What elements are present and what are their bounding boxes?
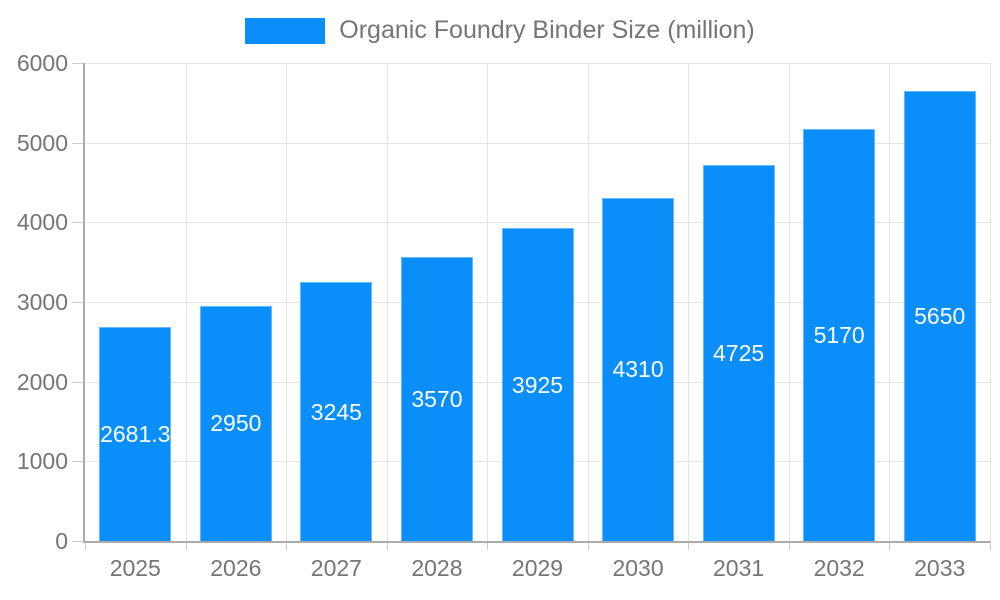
bar[interactable]: 4725	[702, 164, 775, 541]
x-axis-label: 2025	[109, 555, 161, 581]
x-axis-line	[83, 541, 990, 543]
y-axis-label: 4000	[16, 209, 68, 236]
x-axis-tick	[286, 541, 288, 550]
y-axis-tick	[72, 302, 85, 303]
x-axis-tick	[85, 541, 86, 550]
bar-value-label: 5650	[914, 302, 966, 329]
y-axis-tick	[72, 461, 85, 463]
x-axis-tick	[386, 541, 388, 550]
y-axis-label: 0	[55, 528, 68, 554]
x-axis-label: 2032	[813, 555, 865, 581]
legend-label[interactable]: Organic Foundry Binder Size (million)	[339, 16, 755, 44]
x-axis-tick	[688, 541, 690, 550]
y-axis-tick	[72, 142, 85, 144]
bar-value-label: 3245	[310, 398, 362, 425]
bar-value-label: 4725	[713, 339, 765, 366]
x-axis-tick	[889, 541, 891, 550]
x-axis-label: 2027	[310, 555, 362, 581]
bar-value-label: 4310	[612, 356, 664, 383]
y-axis-tick	[72, 63, 85, 64]
x-axis-label: 2033	[914, 555, 966, 581]
x-axis-tick	[990, 541, 991, 550]
v-gridline	[788, 63, 790, 541]
x-axis-tick	[487, 541, 489, 550]
x-axis-label: 2026	[210, 555, 262, 581]
h-gridline	[85, 222, 990, 224]
y-axis-label: 3000	[16, 289, 68, 315]
x-axis-label: 2029	[511, 555, 564, 581]
x-axis-label: 2031	[713, 555, 765, 581]
y-axis-label: 2000	[16, 368, 68, 395]
h-gridline	[85, 63, 990, 64]
x-axis-label: 2028	[411, 555, 463, 581]
bar-value-label: 2950	[210, 410, 262, 437]
y-axis-line	[83, 63, 85, 541]
v-gridline	[487, 63, 489, 541]
legend: Organic Foundry Binder Size (million)	[0, 16, 1000, 45]
bar-value-label: 3570	[411, 385, 463, 412]
bar[interactable]: 5170	[803, 129, 876, 541]
y-axis-tick	[72, 381, 85, 383]
v-gridline	[286, 63, 288, 541]
bar[interactable]: 5650	[903, 90, 976, 541]
y-axis-label: 1000	[16, 448, 68, 475]
x-axis-tick	[587, 541, 589, 550]
v-gridline	[587, 63, 589, 541]
v-gridline	[889, 63, 891, 541]
y-axis-label: 6000	[16, 50, 68, 76]
v-gridline	[990, 63, 991, 541]
y-axis-tick	[72, 541, 85, 542]
bar[interactable]: 3925	[501, 228, 574, 541]
y-axis-label: 5000	[16, 129, 68, 156]
bar[interactable]: 2681.3	[99, 327, 172, 541]
v-gridline	[185, 63, 187, 541]
bar[interactable]: 4310	[602, 197, 675, 541]
v-gridline	[688, 63, 690, 541]
h-gridline	[85, 142, 990, 144]
bar-value-label: 3925	[511, 371, 564, 398]
x-axis-tick	[185, 541, 187, 550]
bar-value-label: 5170	[813, 322, 865, 349]
y-axis-tick	[72, 222, 85, 224]
bar[interactable]: 3570	[400, 256, 473, 541]
bar-value-label: 2681.3	[100, 421, 171, 448]
x-axis-label: 2030	[612, 555, 664, 581]
bar[interactable]: 2950	[199, 305, 272, 541]
legend-swatch[interactable]	[245, 17, 326, 44]
bar[interactable]: 3245	[300, 282, 373, 541]
v-gridline	[386, 63, 388, 541]
x-axis-tick	[788, 541, 790, 550]
